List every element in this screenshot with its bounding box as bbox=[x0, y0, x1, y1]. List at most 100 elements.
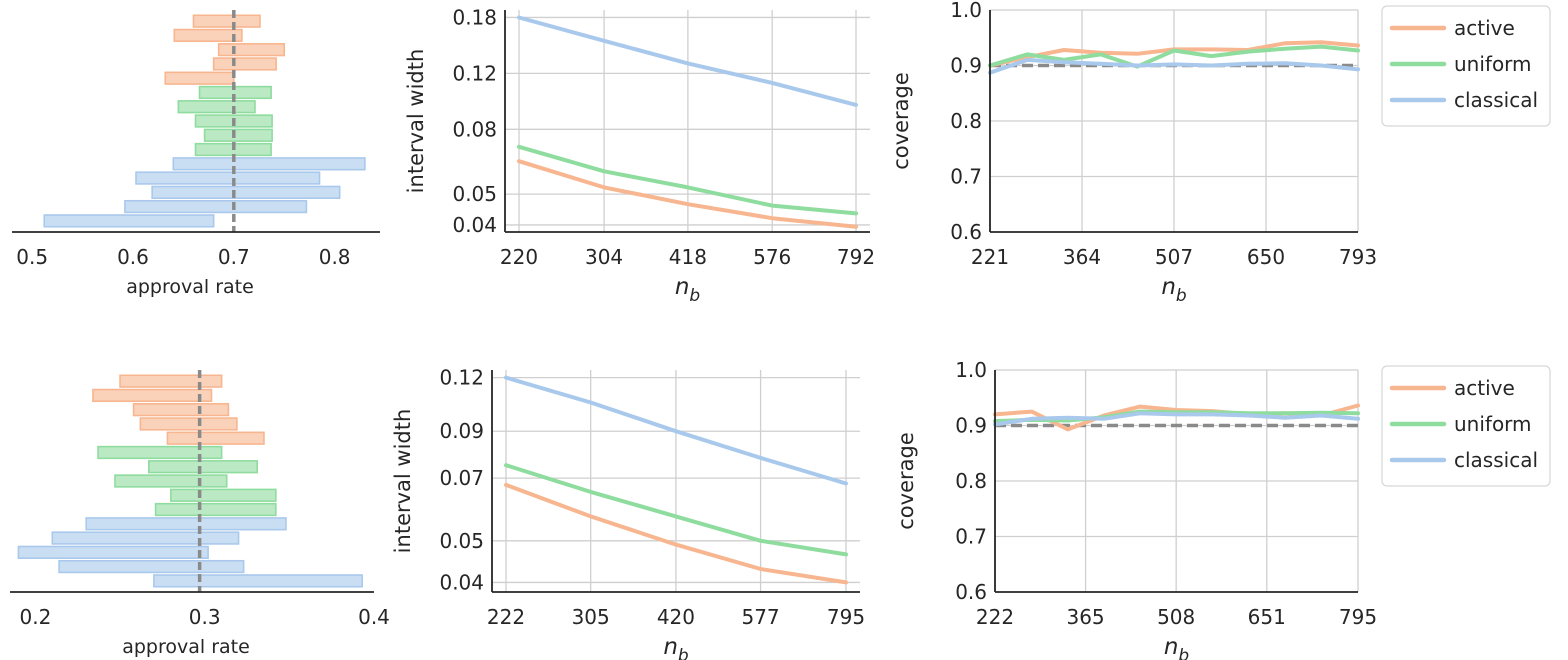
x-tick-label: 795 bbox=[827, 605, 865, 629]
x-tick-label: 508 bbox=[1157, 605, 1195, 629]
y-tick-label: 0.05 bbox=[452, 182, 497, 206]
interval-bar-classical bbox=[43, 214, 215, 228]
interval-bar-active bbox=[164, 71, 235, 85]
y-axis-label: interval width bbox=[404, 49, 428, 194]
x-axis-label: nb bbox=[1164, 634, 1189, 660]
legend-box bbox=[1381, 5, 1551, 127]
x-tick-label: 0.3 bbox=[189, 605, 221, 629]
interval-bar-classical bbox=[153, 574, 363, 588]
x-tick-label: 418 bbox=[669, 245, 707, 269]
x-axis-label: approval rate bbox=[126, 276, 254, 298]
y-tick-label: 0.04 bbox=[439, 570, 484, 594]
x-tick-label: 577 bbox=[741, 605, 779, 629]
x-axis-label-sub: b bbox=[678, 646, 689, 660]
x-tick-label: 0.5 bbox=[16, 245, 48, 269]
interval-bar-uniform bbox=[170, 488, 277, 502]
x-tick-label: 0.2 bbox=[19, 605, 51, 629]
x-tick-label: 0.7 bbox=[218, 245, 250, 269]
y-tick-label: 1.0 bbox=[950, 0, 982, 22]
interval-bar-classical bbox=[124, 199, 308, 214]
line-panel-top-middle: 0.04 0.05 0.08 0.12 0.18 220 304 418 576 792 nb int… bbox=[404, 5, 875, 306]
y-tick-label: 0.07 bbox=[439, 466, 484, 490]
x-axis-label-sub: b bbox=[689, 286, 700, 306]
y-tick-label: 0.6 bbox=[955, 580, 987, 604]
y-axis-label: coverage bbox=[889, 72, 913, 170]
interval-bar-classical bbox=[17, 545, 209, 559]
y-tick-label: 0.18 bbox=[452, 5, 497, 29]
series-line-classical bbox=[993, 411, 1360, 427]
legend-label-uniform: uniform bbox=[1454, 412, 1532, 436]
y-tick-label: 0.8 bbox=[955, 469, 987, 493]
legend-label-classical: classical bbox=[1454, 448, 1538, 472]
x-axis-label-main: n bbox=[663, 634, 678, 660]
x-axis-label: nb bbox=[675, 274, 700, 306]
x-tick-label: 221 bbox=[971, 245, 1009, 269]
legend-label-active: active bbox=[1454, 16, 1515, 40]
x-tick-label: 0.4 bbox=[358, 605, 390, 629]
interval-bar-classical bbox=[51, 531, 240, 545]
legend-label-active: active bbox=[1454, 376, 1515, 400]
x-axis-label-main: n bbox=[1161, 274, 1176, 300]
legend-box bbox=[1381, 365, 1551, 487]
x-tick-label: 793 bbox=[1339, 245, 1377, 269]
x-tick-label: 222 bbox=[487, 605, 525, 629]
x-axis-label: nb bbox=[663, 634, 688, 660]
x-tick-label: 795 bbox=[1339, 605, 1377, 629]
series-line-uniform bbox=[993, 409, 1360, 424]
y-tick-label: 0.04 bbox=[452, 213, 497, 237]
y-tick-label: 0.12 bbox=[439, 366, 484, 390]
x-tick-label: 792 bbox=[837, 245, 875, 269]
interval-bar-uniform bbox=[148, 460, 258, 474]
interval-bar-uniform bbox=[114, 474, 228, 488]
y-tick-label: 0.8 bbox=[950, 109, 982, 133]
y-tick-label: 0.12 bbox=[452, 61, 497, 85]
interval-bar-classical bbox=[151, 185, 341, 199]
interval-panel-top-left: 0.5 0.6 0.7 0.8 approval rate bbox=[12, 10, 380, 298]
interval-bar-uniform bbox=[154, 502, 277, 517]
series-line-classical bbox=[517, 15, 858, 107]
interval-bar-active bbox=[119, 374, 223, 388]
x-tick-label: 507 bbox=[1155, 245, 1193, 269]
y-axis-label: coverage bbox=[894, 432, 918, 530]
y-tick-label: 0.09 bbox=[439, 419, 484, 443]
series-line-uniform bbox=[504, 463, 848, 557]
x-tick-label: 650 bbox=[1247, 245, 1285, 269]
interval-bar-classical bbox=[85, 517, 287, 531]
x-tick-label: 0.8 bbox=[319, 245, 351, 269]
interval-bar-active bbox=[139, 417, 238, 431]
line-panel-bottom-right: 0.6 0.7 0.8 0.9 1.0 222 365 508 651 795 nb coverage… bbox=[894, 358, 1551, 660]
interval-bar-active bbox=[92, 388, 213, 403]
x-tick-label: 305 bbox=[572, 605, 610, 629]
y-tick-label: 0.05 bbox=[439, 529, 484, 553]
series-line-active bbox=[504, 482, 848, 585]
legend-label-classical: classical bbox=[1454, 88, 1538, 112]
x-tick-label: 220 bbox=[500, 245, 538, 269]
legend-label-uniform: uniform bbox=[1454, 52, 1532, 76]
y-tick-label: 0.08 bbox=[452, 117, 497, 141]
interval-bar-classical bbox=[135, 171, 321, 185]
interval-panel-bottom-left: 0.2 0.3 0.4 approval rate bbox=[10, 370, 390, 658]
x-axis-label: nb bbox=[1161, 274, 1186, 306]
x-tick-label: 364 bbox=[1063, 245, 1101, 269]
interval-bar-classical bbox=[172, 157, 366, 171]
series-line-classical bbox=[988, 57, 1360, 75]
y-tick-label: 1.0 bbox=[955, 358, 987, 382]
line-panel-top-right: 0.6 0.7 0.8 0.9 1.0 221 364 507 650 793 nb coverage… bbox=[889, 0, 1551, 306]
series-line-uniform bbox=[988, 44, 1360, 69]
line-panel-bottom-middle: 0.04 0.05 0.07 0.09 0.12 222 305 420 577 795 nb int… bbox=[391, 366, 865, 660]
interval-bar-active bbox=[166, 431, 265, 445]
interval-bar-uniform bbox=[177, 100, 256, 114]
x-axis-label-sub: b bbox=[1178, 646, 1189, 660]
y-tick-label: 0.9 bbox=[955, 414, 987, 438]
y-tick-label: 0.7 bbox=[955, 525, 987, 549]
x-tick-label: 365 bbox=[1066, 605, 1104, 629]
x-axis-label-main: n bbox=[1164, 634, 1179, 660]
y-tick-label: 0.7 bbox=[950, 165, 982, 189]
interval-bar-active bbox=[217, 43, 286, 57]
x-axis-label-sub: b bbox=[1176, 286, 1187, 306]
series-line-uniform bbox=[517, 144, 858, 216]
series-line-active bbox=[517, 159, 858, 229]
x-axis-label: approval rate bbox=[122, 636, 250, 658]
x-tick-label: 576 bbox=[753, 245, 791, 269]
